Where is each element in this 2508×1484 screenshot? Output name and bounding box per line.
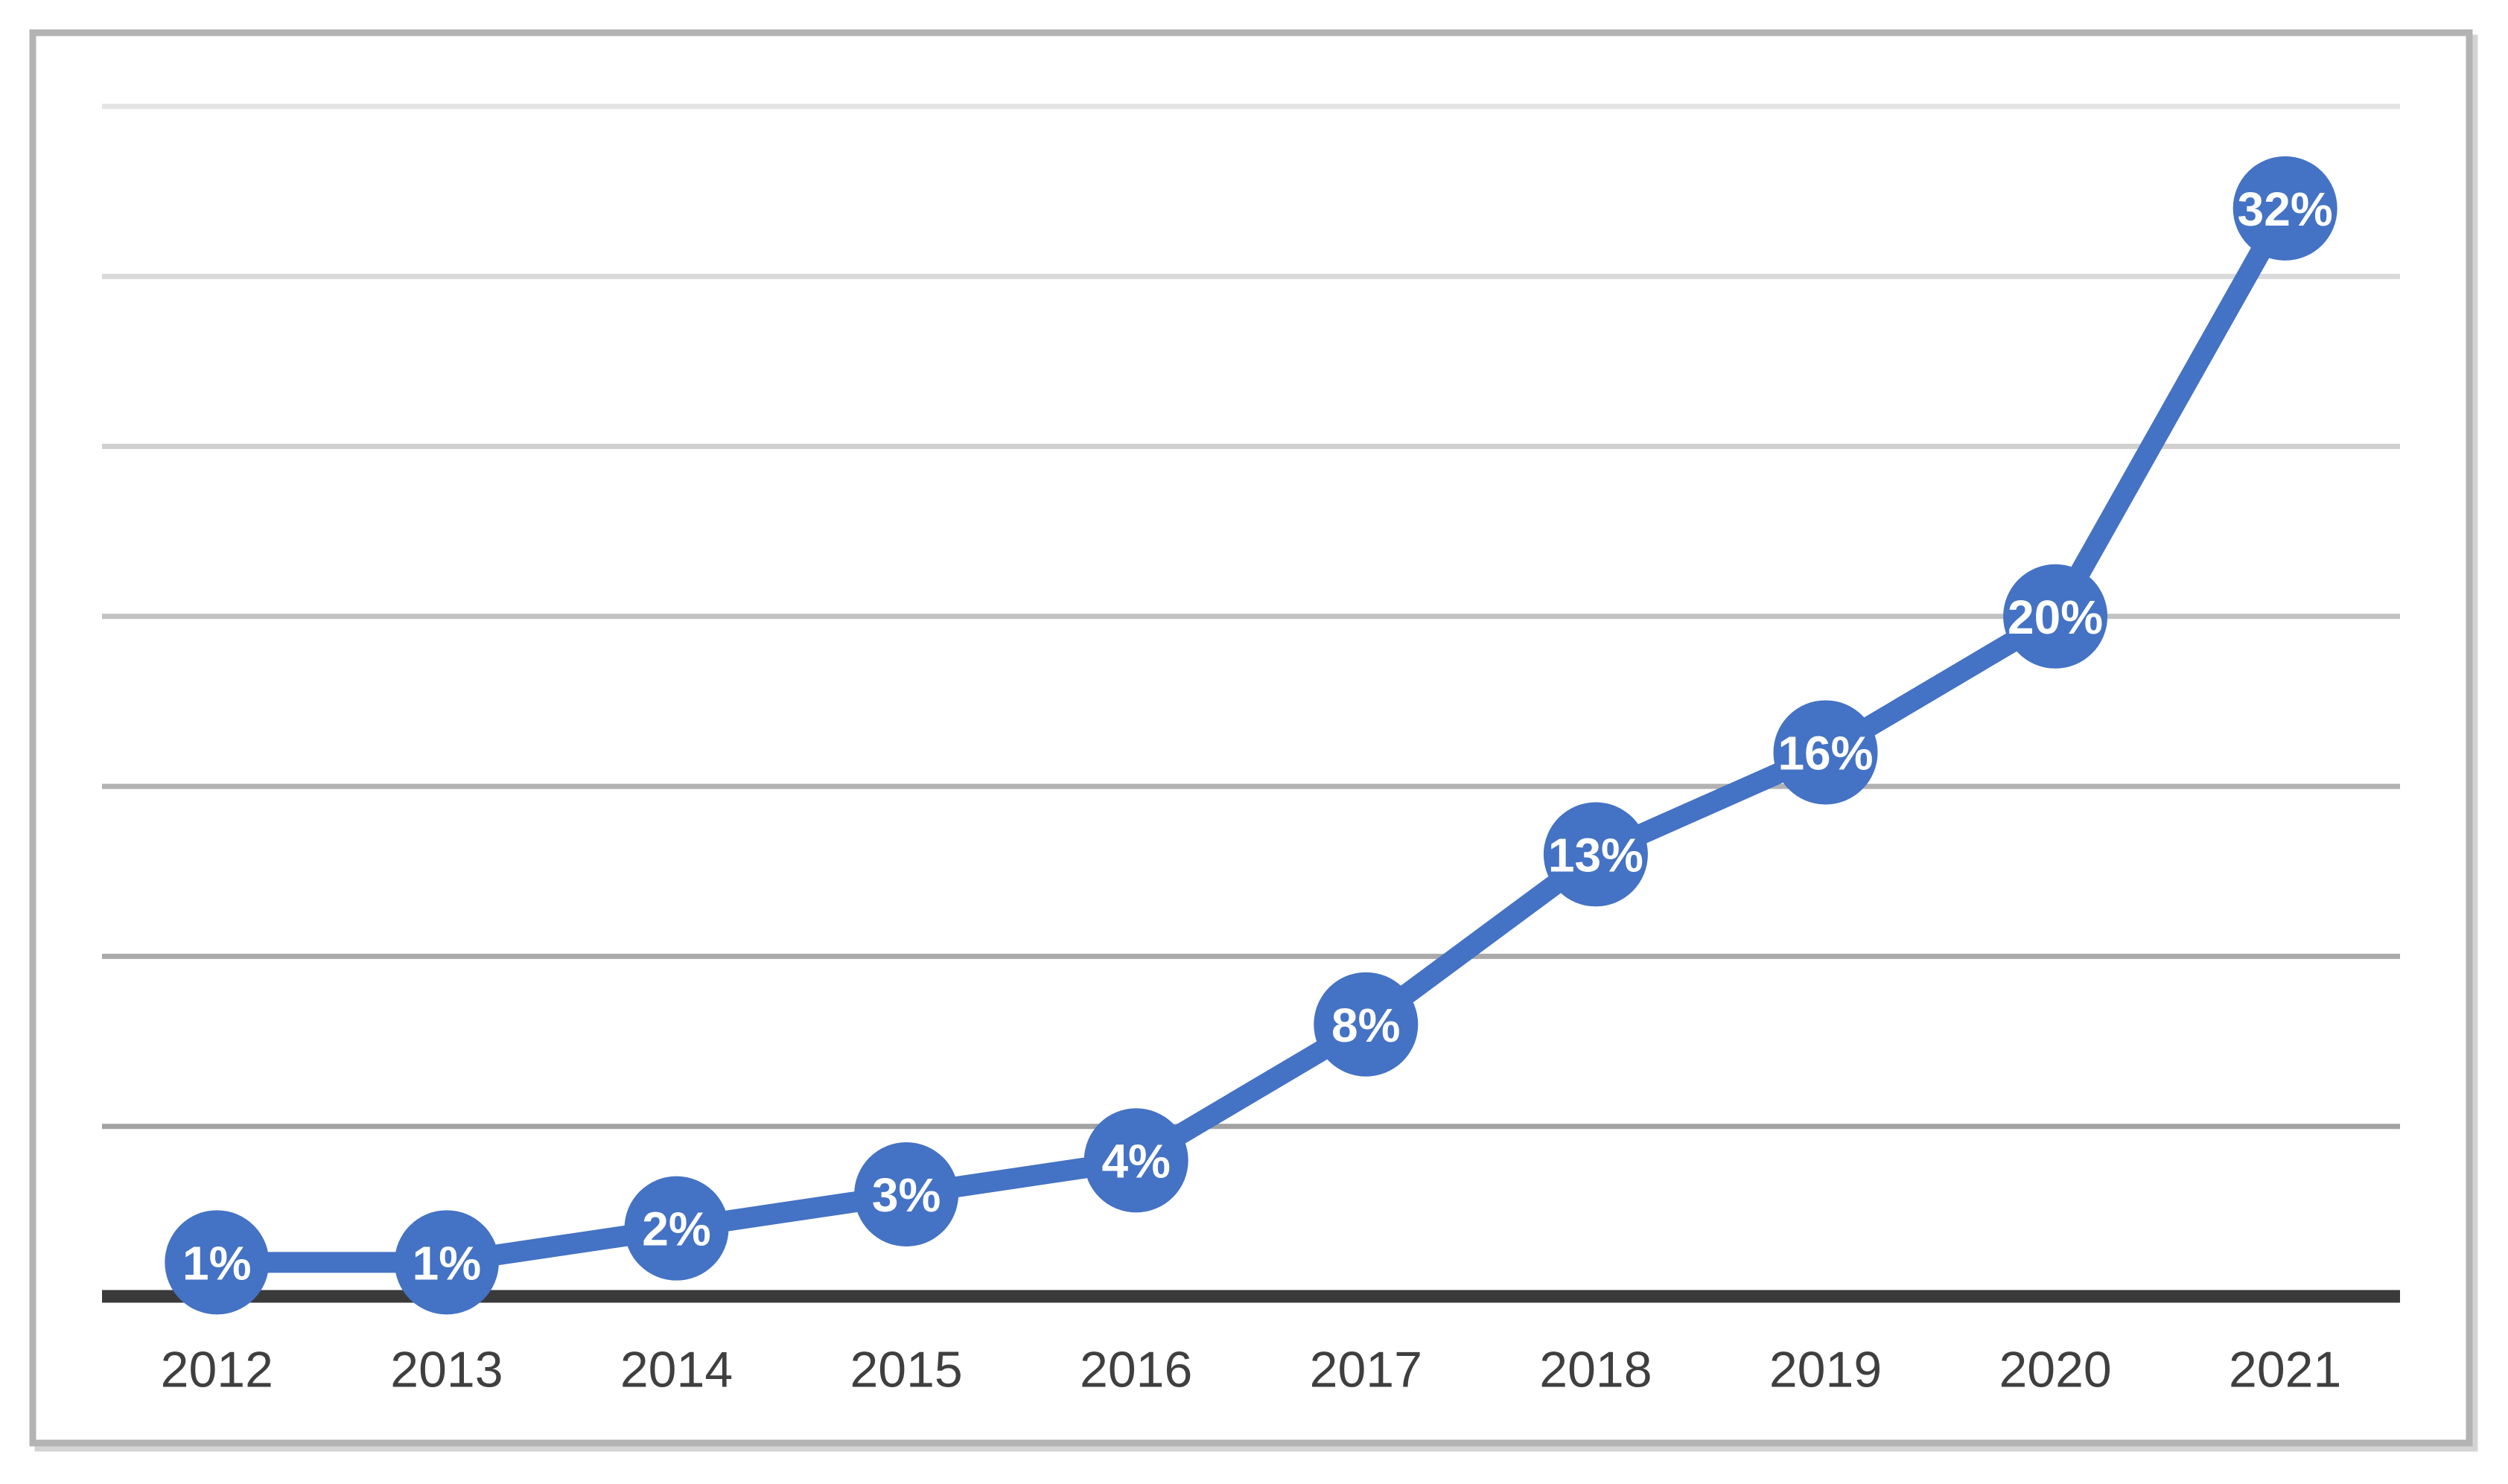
data-point-marker-2018 (1543, 802, 1648, 907)
x-tick-label-2016: 2016 (1080, 1341, 1192, 1398)
data-point-label-2018: 13% (1548, 828, 1643, 882)
x-tick-label-2012: 2012 (161, 1341, 273, 1398)
data-point-marker-2013 (394, 1210, 499, 1315)
data-point-label-2012: 1% (182, 1236, 252, 1290)
series-line (217, 203, 2294, 1273)
x-tick-label-2013: 2013 (390, 1341, 503, 1398)
data-point-marker-2012 (165, 1210, 270, 1315)
data-point-label-2016: 4% (1101, 1134, 1171, 1188)
data-point-label-2013: 1% (413, 1236, 482, 1290)
chart-frame (29, 29, 2473, 1447)
data-point-label-2019: 16% (1777, 726, 1873, 780)
data-point-marker-2020 (2003, 564, 2108, 669)
data-point-marker-2021 (2232, 156, 2337, 261)
data-point-label-2017: 8% (1331, 999, 1401, 1052)
x-tick-label-2021: 2021 (2229, 1341, 2341, 1398)
x-tick-label-2014: 2014 (620, 1341, 733, 1398)
data-point-marker-2014 (624, 1176, 729, 1281)
data-point-marker-2016 (1083, 1108, 1188, 1213)
data-point-marker-2017 (1314, 972, 1419, 1077)
data-point-marker-2019 (1773, 700, 1878, 805)
data-point-label-2015: 3% (872, 1168, 941, 1222)
data-point-label-2021: 32% (2238, 182, 2333, 236)
data-point-label-2014: 2% (642, 1203, 711, 1256)
x-tick-label-2018: 2018 (1539, 1341, 1652, 1398)
x-tick-label-2020: 2020 (1999, 1341, 2111, 1398)
x-tick-label-2015: 2015 (850, 1341, 962, 1398)
x-tick-label-2019: 2019 (1769, 1341, 1882, 1398)
x-tick-label-2017: 2017 (1310, 1341, 1422, 1398)
data-point-marker-2015 (854, 1142, 959, 1247)
data-point-label-2020: 20% (2008, 590, 2103, 644)
